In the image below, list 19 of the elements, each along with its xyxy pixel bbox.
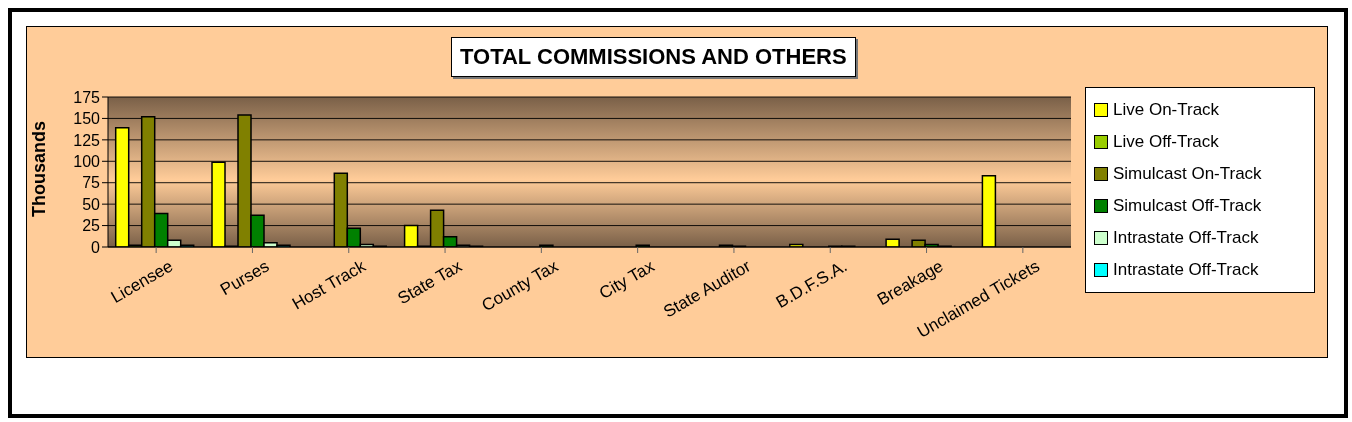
chart-title: TOTAL COMMISSIONS AND OTHERS bbox=[451, 37, 856, 77]
x-tick-label: Host Track bbox=[288, 256, 370, 314]
legend-label: Simulcast On-Track bbox=[1113, 164, 1262, 184]
x-tick-label: State Tax bbox=[394, 256, 466, 309]
y-tick-label: 0 bbox=[91, 238, 101, 256]
y-tick-label: 100 bbox=[73, 152, 101, 170]
y-tick-label: 150 bbox=[73, 110, 101, 128]
y-axis-title: Thousands bbox=[29, 120, 50, 217]
legend-label: Simulcast Off-Track bbox=[1113, 196, 1262, 216]
legend-label: Live On-Track bbox=[1113, 100, 1220, 120]
y-tick-label: 75 bbox=[82, 174, 101, 192]
x-tick-label: City Tax bbox=[596, 256, 659, 303]
y-tick-label: 50 bbox=[82, 195, 101, 213]
legend-label: Live Off-Track bbox=[1113, 132, 1219, 152]
y-tick-label: 125 bbox=[73, 131, 101, 149]
legend-label: Intrastate Off-Track bbox=[1113, 260, 1259, 280]
y-tick-label: 25 bbox=[82, 217, 101, 235]
y-tick-label: 175 bbox=[73, 88, 101, 106]
legend-label: Intrastate Off-Track bbox=[1113, 228, 1259, 248]
